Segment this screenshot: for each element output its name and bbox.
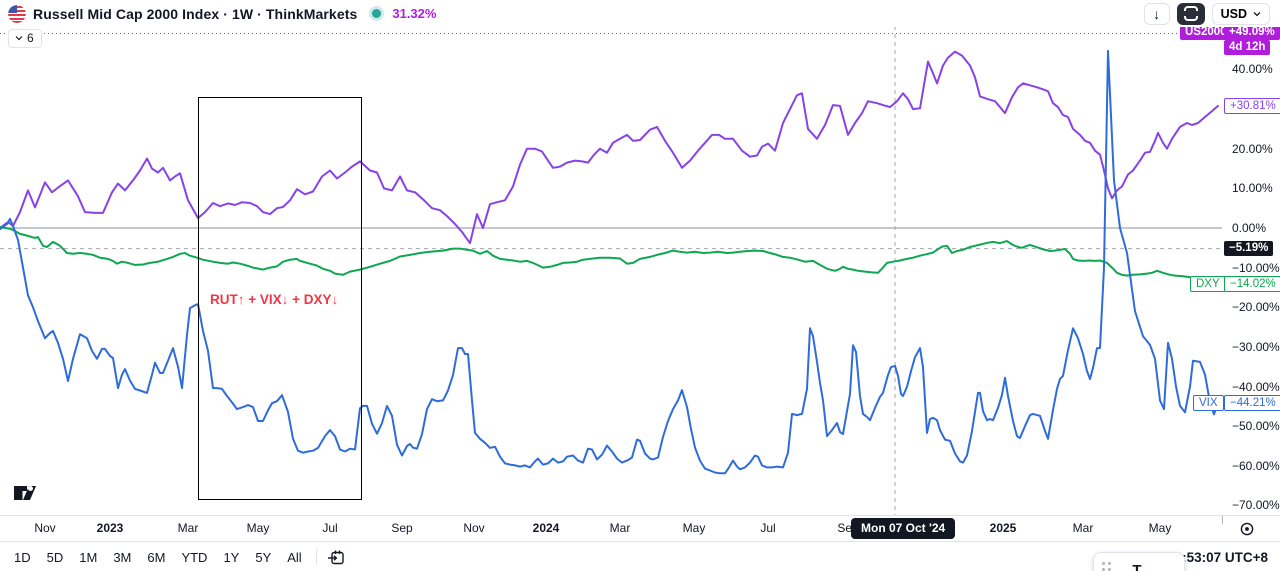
series-line-dxy[interactable] [0, 225, 1219, 285]
chart-header: Russell Mid Cap 2000 Index · 1W · ThinkM… [0, 0, 1280, 27]
rut-last-value-tag: +30.81% [1224, 97, 1280, 114]
chevron-down-icon [1253, 11, 1261, 16]
price-tick-label: 0.00% [1232, 221, 1267, 235]
price-tick-label: −60.00% [1232, 458, 1280, 473]
hidden-indicator-count: 6 [27, 31, 34, 45]
vix-symbol-tag: VIX [1193, 395, 1224, 412]
tradingview-logo[interactable] [14, 486, 39, 505]
crosshair-price-tag: −5.19% [1224, 240, 1274, 256]
time-tick-label: Nov [463, 521, 485, 535]
range-button-6m[interactable]: 6M [139, 547, 173, 568]
range-button-5y[interactable]: 5Y [247, 547, 279, 568]
chevron-down-icon [15, 36, 23, 41]
bottom-toolbar: 1D 5D 1M 3M 6M YTD 1Y 5Y All 18:53:07 UTC+8 [0, 541, 1280, 571]
symbol-title[interactable]: Russell Mid Cap 2000 Index · 1W · ThinkM… [33, 5, 358, 22]
time-tick-label: May [1148, 521, 1172, 535]
price-tick-label: −70.00% [1232, 498, 1280, 513]
currency-dropdown[interactable]: USD [1211, 2, 1270, 25]
range-button-5d[interactable]: 5D [39, 547, 72, 568]
us2000-symbol-tag: US2000 [1180, 25, 1232, 41]
market-status-dot [372, 9, 382, 18]
floating-drawing-toolbar: T [1093, 552, 1185, 571]
time-tick-label: May [682, 521, 706, 535]
time-axis[interactable]: Nov 2023 Mar May Jul Sep Nov 2024 Mar May Jul Sep 20… [0, 515, 1280, 542]
arrow-down-icon: ↓ [1153, 5, 1161, 22]
time-tick-label: 2025 [989, 521, 1017, 535]
series-line-rut[interactable] [0, 50, 1219, 245]
series-line-vix[interactable] [0, 49, 1219, 475]
price-tick-label: −30.00% [1232, 339, 1280, 354]
range-button-1d[interactable]: 1D [6, 547, 39, 568]
scroll-to-recent-button[interactable]: ↓ [1143, 2, 1170, 25]
range-button-1y[interactable]: 1Y [215, 547, 247, 568]
axis-corner-tick [1222, 516, 1223, 524]
bar-countdown-tag: 4d 12h [1224, 40, 1271, 56]
drag-handle-icon[interactable] [1102, 562, 1122, 571]
rectangle-drawing[interactable] [198, 97, 362, 500]
indicators-collapse-button[interactable]: 6 [8, 29, 42, 48]
time-tick-label: Jul [760, 521, 776, 535]
price-tick-label: 20.00% [1232, 141, 1273, 156]
dxy-symbol-tag: DXY [1190, 275, 1226, 292]
crosshair-date-tooltip: Mon 07 Oct '24 [851, 518, 956, 539]
time-tick-label: Sep [391, 521, 413, 535]
time-tick-label: 2024 [532, 521, 560, 535]
currency-label: USD [1220, 6, 1247, 21]
price-tick-label: −20.00% [1232, 300, 1280, 315]
price-tick-label: 40.00% [1232, 62, 1273, 77]
time-tick-label: Mar [177, 521, 199, 535]
date-range-buttons: 1D 5D 1M 3M 6M YTD 1Y 5Y All [0, 547, 310, 568]
price-tick-label: 10.00% [1232, 181, 1273, 196]
time-tick-label: May [246, 521, 270, 535]
screenshot-button[interactable] [1176, 2, 1205, 25]
toolbar-divider [315, 549, 317, 565]
time-tick-label: Mar [609, 521, 631, 535]
time-tick-label: Mar [1072, 521, 1094, 535]
time-axis-settings-icon[interactable] [1239, 521, 1255, 537]
price-tick-label: −40.00% [1232, 379, 1280, 394]
go-to-date-button[interactable] [323, 545, 349, 569]
time-tick-label: Nov [34, 521, 56, 535]
price-tick-label: −10.00% [1232, 260, 1280, 275]
us-flag-icon [8, 4, 26, 23]
frame-icon [1183, 6, 1198, 21]
range-button-ytd[interactable]: YTD [173, 547, 215, 568]
timezone-clock[interactable]: 18:53:07 UTC+8 [1167, 549, 1268, 565]
time-tick-label: Jul [322, 521, 338, 535]
range-button-1m[interactable]: 1M [71, 547, 105, 568]
text-annotation[interactable]: RUT↑ + VIX↓ + DXY↓ [210, 292, 339, 307]
change-percent: 31.32% [392, 6, 437, 21]
time-tick-label: 2023 [96, 521, 124, 535]
calendar-arrow-icon [327, 550, 344, 565]
price-tick-label: −50.00% [1232, 419, 1280, 434]
vix-last-value-tag: −44.21% [1224, 395, 1280, 412]
text-tool-button[interactable]: T [1132, 561, 1142, 571]
dxy-last-value-tag: −14.02% [1224, 275, 1280, 292]
range-button-3m[interactable]: 3M [105, 547, 139, 568]
range-button-all[interactable]: All [279, 547, 309, 568]
price-axis[interactable]: 40.00% 20.00% 10.00% 0.00% −10.00% −20.00% −30… [1222, 26, 1280, 515]
us2000-value-tag: +49.09% [1224, 25, 1280, 41]
